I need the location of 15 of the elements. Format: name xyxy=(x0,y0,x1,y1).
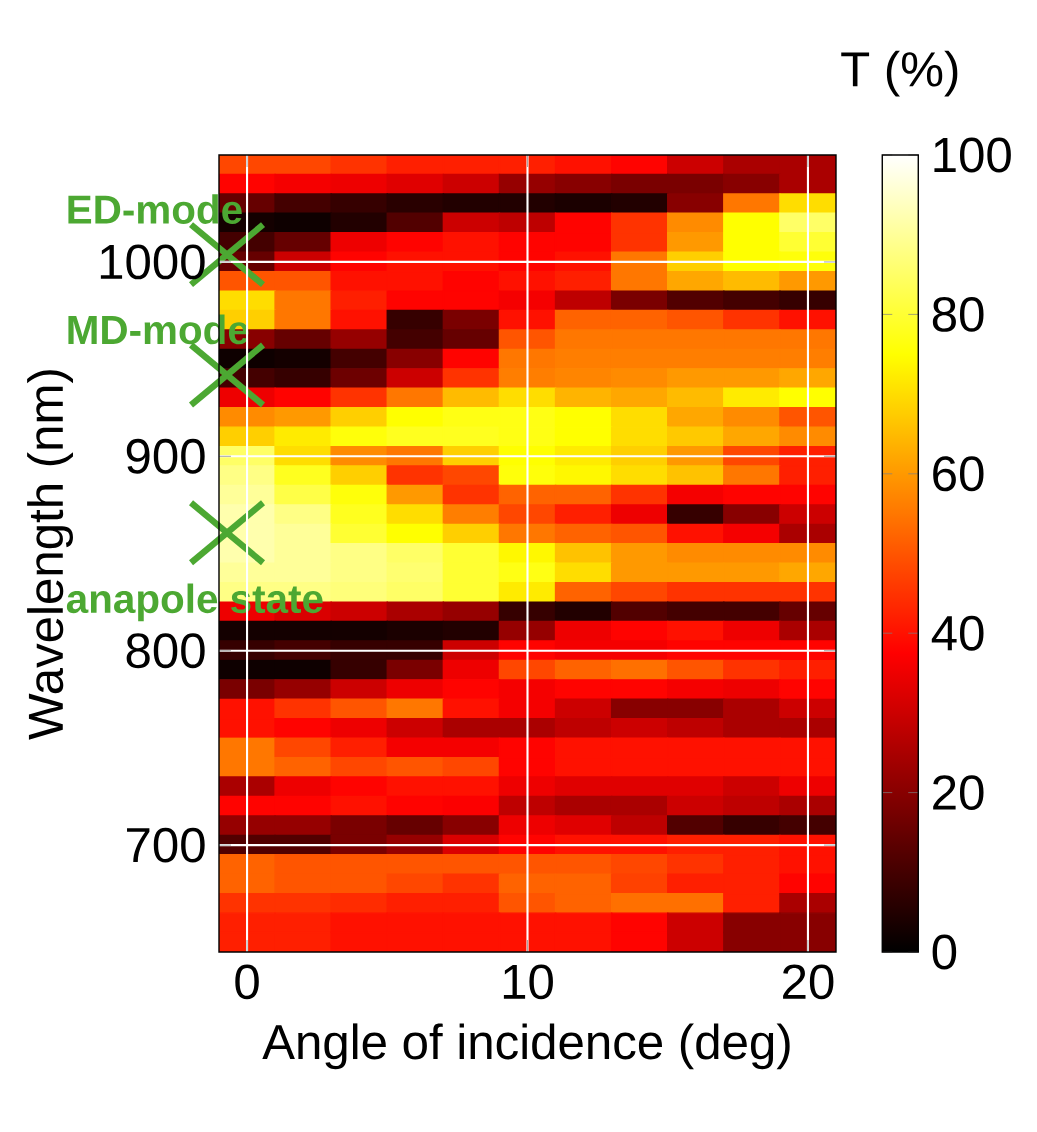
x-tick-label: 10 xyxy=(503,964,553,1000)
color-bar-label: 60 xyxy=(933,456,984,492)
y-tick-label: 1000 xyxy=(100,244,205,280)
color-bar-label: 80 xyxy=(932,296,984,332)
y-tick-label: 800 xyxy=(126,633,205,669)
x-tick-label: 0 xyxy=(235,964,259,1000)
color-bar-label: 100 xyxy=(934,137,1011,173)
y-tick-label: 900 xyxy=(126,438,205,474)
x-axis-title: Angle of incidence (deg) xyxy=(262,1023,790,1070)
color-bar-title: T (%) xyxy=(841,50,958,97)
x-tick-label: 20 xyxy=(783,964,834,1000)
color-bar-label: 20 xyxy=(933,775,984,811)
color-bar-label: 40 xyxy=(931,615,984,651)
y-tick-label: 700 xyxy=(127,827,205,863)
color-bar-label: 0 xyxy=(932,934,957,970)
